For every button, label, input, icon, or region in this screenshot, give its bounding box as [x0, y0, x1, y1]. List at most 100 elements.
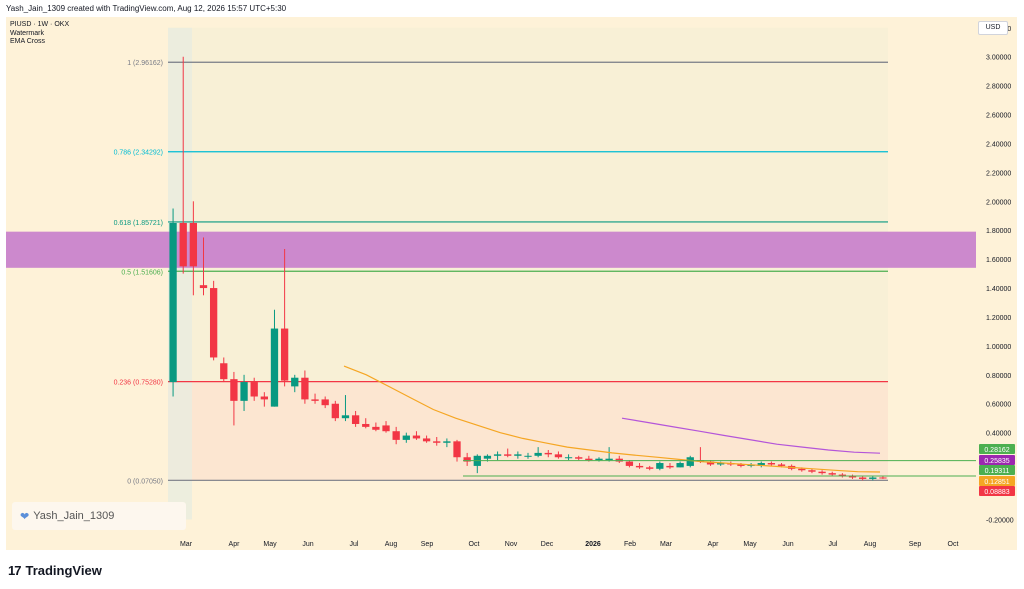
candle-body — [270, 328, 279, 407]
price-axis-label: 3.00000 — [986, 55, 1011, 62]
price-tag-label: 0.12851 — [984, 479, 1009, 486]
price-axis-label: 0.40000 — [986, 431, 1011, 438]
candle-body — [646, 467, 654, 469]
indicator-ema-cross-label[interactable]: EMA Cross — [10, 38, 46, 45]
price-tag — [979, 444, 1015, 454]
candle-body — [798, 468, 806, 471]
candle-body — [311, 399, 319, 401]
price-axis-label: 2.20000 — [986, 170, 1011, 177]
resistance-zone — [6, 231, 976, 268]
candle-body — [554, 454, 563, 458]
currency-button[interactable]: USD — [978, 21, 1008, 35]
candle-body — [514, 454, 522, 456]
time-axis-label: Jun — [782, 541, 793, 548]
price-axis-label: 1.60000 — [986, 257, 1011, 264]
candle-body — [301, 377, 309, 400]
candle-body — [656, 463, 664, 469]
candle-body — [250, 382, 258, 397]
candle-body — [838, 474, 847, 477]
candle-body — [372, 426, 380, 430]
tradingview-icon: 17 — [8, 563, 22, 578]
candle-body — [351, 415, 360, 424]
fib-label: 0.618 (1.85721) — [114, 220, 163, 227]
candle-body — [595, 458, 603, 461]
candle-body — [534, 452, 542, 456]
candle-body — [493, 454, 502, 456]
candle-body — [686, 457, 694, 466]
candle-body — [625, 461, 634, 466]
symbol-label[interactable]: PIUSD · 1W · OKX — [10, 21, 70, 28]
price-tag-label: 0.25835 — [984, 458, 1009, 465]
fib-label: 0.5 (1.51606) — [121, 269, 163, 276]
fib-label: 0 (0.07050) — [127, 478, 163, 485]
price-axis-label: 1.40000 — [986, 286, 1011, 293]
ema-slow-line — [621, 417, 881, 454]
tradingview-logo[interactable]: 17 TradingView — [8, 563, 102, 578]
candle-body — [504, 454, 512, 456]
candle-body — [422, 438, 431, 442]
candle-body — [240, 382, 248, 401]
time-axis-label: Jul — [350, 541, 359, 548]
indicator-watermark-label[interactable]: Watermark — [10, 29, 44, 37]
candle-body — [443, 441, 451, 443]
candle-body — [260, 396, 268, 400]
candle-body — [199, 285, 208, 289]
candle-body — [808, 470, 816, 472]
price-tag-label: 0.19311 — [985, 468, 1010, 475]
price-tag-label: 0.28162 — [984, 447, 1009, 454]
candle-body — [463, 457, 471, 462]
candle-body — [412, 435, 421, 439]
time-axis-label: May — [263, 541, 277, 548]
candle-body — [220, 363, 228, 380]
fib-label: 1 (2.96162) — [127, 60, 163, 67]
candle-body — [362, 423, 370, 427]
time-axis-label: May — [743, 541, 757, 548]
price-tag — [979, 455, 1015, 465]
candle-body — [564, 457, 573, 459]
candle-body — [453, 441, 461, 458]
candle-body — [818, 471, 826, 474]
price-tag-label: 0.08883 — [984, 489, 1009, 496]
time-axis-label: 2026 — [585, 541, 601, 548]
time-axis-label: Sep — [421, 541, 434, 548]
time-axis-label: Nov — [505, 541, 518, 548]
candle-body — [544, 452, 552, 455]
candle-body — [280, 328, 289, 381]
price-axis-label: 1.80000 — [986, 228, 1011, 235]
price-axis-label: 1.20000 — [986, 315, 1011, 322]
candle-body — [179, 222, 187, 267]
price-axis-label: -0.20000 — [986, 517, 1014, 524]
candle-body — [717, 463, 725, 465]
candle-body — [392, 431, 400, 440]
candle-body — [291, 377, 299, 387]
candle-body — [605, 458, 613, 461]
time-axis-label: Mar — [180, 541, 193, 548]
candle-body — [331, 403, 339, 419]
price-axis-label: 1.00000 — [986, 344, 1011, 351]
price-tag — [979, 486, 1015, 496]
tradingview-logo-text: TradingView — [25, 563, 102, 578]
time-axis-label: Sep — [909, 541, 922, 548]
candle-body — [189, 222, 198, 267]
time-axis-label: Mar — [660, 541, 673, 548]
time-axis-label: Oct — [469, 541, 480, 548]
fib-label: 0.786 (2.34292) — [114, 150, 163, 157]
time-axis-label: Feb — [624, 541, 636, 548]
price-axis-label: 0.60000 — [986, 402, 1011, 409]
candle-body — [757, 463, 765, 466]
chart-attribution: Yash_Jain_1309 created with TradingView.… — [6, 4, 287, 13]
candle-body — [848, 476, 857, 478]
candle-body — [433, 441, 441, 443]
candle-body — [209, 288, 218, 358]
price-axis-label: 2.60000 — [986, 113, 1011, 120]
candle-body — [585, 458, 593, 461]
candle-body — [767, 463, 776, 465]
watermark-label: ❤ Yash_Jain_1309 — [12, 502, 186, 530]
candle-body — [676, 463, 684, 468]
candle-body — [575, 457, 583, 459]
time-axis-label: Aug — [864, 541, 877, 548]
time-axis-label: Jun — [302, 541, 313, 548]
candle-body — [402, 435, 410, 440]
price-axis-label: 0.80000 — [986, 373, 1011, 380]
